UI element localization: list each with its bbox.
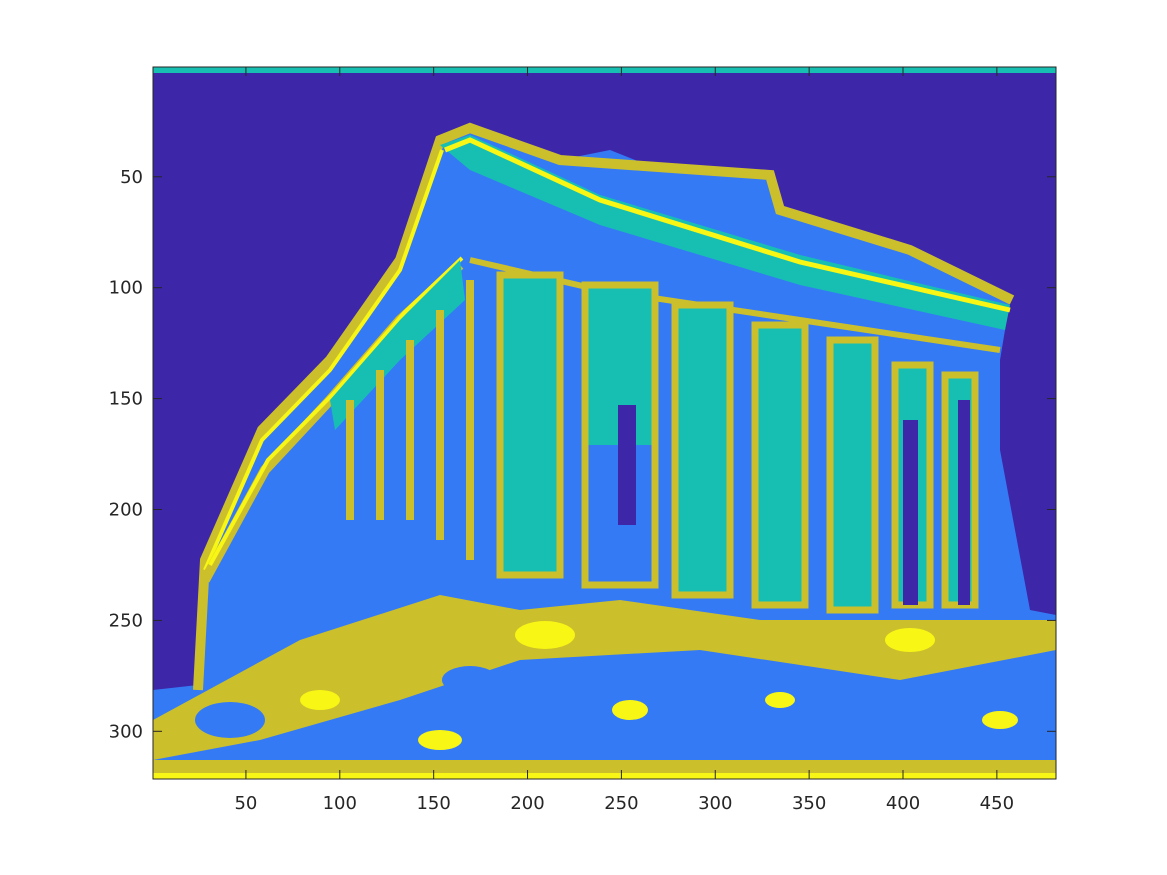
roof-edge-highlight	[203, 149, 444, 571]
x-tick-label: 450	[980, 793, 1014, 814]
y-tick-label: 300	[109, 721, 143, 742]
x-tick-label: 300	[698, 793, 732, 814]
y-tick-label: 100	[109, 278, 143, 299]
y-tick-label: 250	[109, 610, 143, 631]
x-tick-label: 350	[792, 793, 826, 814]
segmented-image	[153, 67, 1056, 779]
roof-edge-outline	[193, 122, 1015, 691]
axes-box	[152, 66, 1057, 780]
x-tick-label: 50	[234, 793, 257, 814]
top-edge-band	[153, 67, 1056, 73]
left-wall-stripe-2	[208, 256, 464, 566]
rubble-patches	[195, 666, 892, 756]
x-tick-label: 100	[323, 793, 357, 814]
cornice-band	[440, 135, 1010, 330]
x-tick-label: 150	[416, 793, 450, 814]
left-columns	[346, 280, 474, 560]
rubble-highlights	[300, 621, 1018, 750]
foreground-rubble	[153, 595, 1056, 760]
y-axis: 50 100 150 200 250 300	[109, 167, 1056, 742]
cornice-outline-upper	[444, 137, 1011, 313]
column-gaps	[618, 400, 970, 605]
y-tick-label: 50	[120, 167, 143, 188]
y-tick-label: 150	[109, 389, 143, 410]
x-tick-label: 400	[886, 793, 920, 814]
left-wall-teal	[330, 260, 465, 430]
x-axis: 50 100 150 200 250 300 350 400 450	[234, 67, 1014, 814]
bottom-edge-band	[153, 773, 1056, 779]
x-tick-label: 200	[510, 793, 544, 814]
x-tick-label: 250	[604, 793, 638, 814]
y-tick-label: 200	[109, 500, 143, 521]
